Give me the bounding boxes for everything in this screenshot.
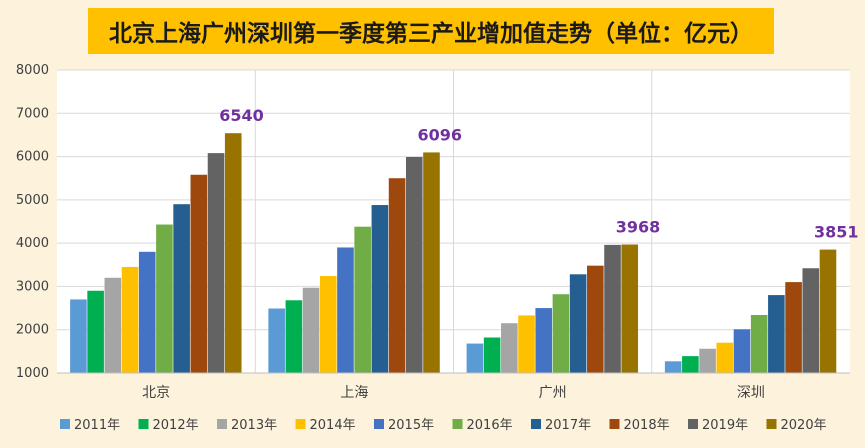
bar <box>302 287 320 373</box>
bar <box>70 299 87 373</box>
bar <box>319 276 337 373</box>
bar <box>716 342 734 373</box>
legend-label: 2015年 <box>388 418 434 433</box>
data-label: 6096 <box>418 125 463 144</box>
legend-label: 2016年 <box>467 418 513 433</box>
bar <box>466 343 484 373</box>
data-label: 3968 <box>616 218 661 237</box>
y-tick-label: 8000 <box>16 63 49 78</box>
legend-label: 2019年 <box>702 418 748 433</box>
legend-label: 2012年 <box>153 418 199 433</box>
bar <box>121 266 139 373</box>
legend-label: 2013年 <box>231 418 277 433</box>
bar <box>405 157 423 373</box>
bar <box>750 314 768 373</box>
legend-label: 2020年 <box>781 418 827 433</box>
bar <box>207 153 225 373</box>
legend-swatch <box>766 419 777 429</box>
bar <box>535 308 553 373</box>
bar <box>173 204 190 373</box>
legend-swatch <box>452 419 463 429</box>
bar <box>337 247 354 373</box>
legend-swatch <box>609 419 620 429</box>
bar <box>285 300 303 373</box>
y-tick-label: 5000 <box>16 193 49 208</box>
x-tick-label: 深圳 <box>737 385 765 401</box>
y-tick-label: 3000 <box>16 279 49 294</box>
legend-swatch <box>60 419 70 429</box>
bar <box>501 323 518 373</box>
bar <box>138 251 156 373</box>
legend-swatch <box>138 419 149 429</box>
bar <box>802 268 820 373</box>
bar <box>682 356 699 373</box>
data-label: 6540 <box>219 106 264 125</box>
chart-title-box: 北京上海广州深圳第一季度第三产业增加值走势（单位：亿元） <box>88 8 774 54</box>
bar <box>224 133 242 373</box>
bar <box>104 277 122 373</box>
legend-label: 2017年 <box>545 418 591 433</box>
legend-swatch <box>531 419 541 429</box>
bar <box>552 294 570 373</box>
legend-swatch <box>374 419 384 429</box>
x-tick-label: 上海 <box>340 385 368 401</box>
bar <box>156 224 173 373</box>
y-tick-label: 2000 <box>16 323 49 338</box>
bar <box>190 174 208 373</box>
bar <box>569 274 587 373</box>
bar <box>87 290 104 373</box>
bar <box>699 348 716 373</box>
bar <box>354 226 371 373</box>
x-tick-label: 广州 <box>539 385 567 401</box>
bar <box>819 249 837 373</box>
legend-label: 2014年 <box>310 418 356 433</box>
chart-title: 北京上海广州深圳第一季度第三产业增加值走势（单位：亿元） <box>109 21 753 47</box>
y-tick-label: 1000 <box>16 366 49 381</box>
legend-swatch <box>295 419 306 429</box>
bar <box>664 361 682 373</box>
bar <box>768 295 785 373</box>
bar <box>785 282 802 373</box>
y-tick-label: 4000 <box>16 236 49 251</box>
y-tick-label: 6000 <box>16 150 49 165</box>
legend-label: 2018年 <box>624 418 670 433</box>
bar <box>268 308 285 373</box>
bar <box>621 244 639 373</box>
bar <box>388 178 406 373</box>
bar <box>733 329 751 373</box>
legend-label: 2011年 <box>74 418 120 433</box>
bar <box>423 152 440 373</box>
x-tick-label: 北京 <box>142 385 170 401</box>
bar <box>587 265 604 373</box>
bar <box>604 244 621 373</box>
data-label: 3851 <box>814 223 859 242</box>
y-tick-label: 7000 <box>16 106 49 121</box>
bar <box>518 315 535 373</box>
bar <box>483 337 501 373</box>
legend-swatch <box>217 419 227 429</box>
legend-swatch <box>688 419 698 429</box>
bar <box>371 205 389 373</box>
